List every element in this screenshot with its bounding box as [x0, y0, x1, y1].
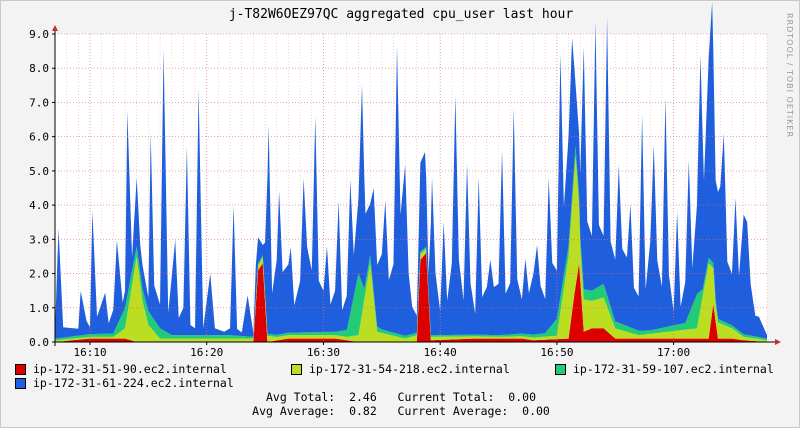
legend-label: ip-172-31-51-90.ec2.internal [33, 362, 227, 376]
x-tick-label: 16:10 [73, 346, 106, 359]
legend-swatch-61-224 [15, 377, 26, 389]
y-tick-label: 8.0 [29, 62, 49, 75]
legend-swatch-51-90 [15, 363, 26, 375]
x-tick-label: 16:40 [424, 346, 457, 359]
legend-item-61-224: ip-172-31-61-224.ec2.internal [15, 376, 234, 390]
legend-label: ip-172-31-61-224.ec2.internal [33, 376, 234, 390]
y-tick-label: 6.0 [29, 131, 49, 144]
y-tick-label: 0.0 [29, 336, 49, 349]
stats-total: Avg Total: 2.46 Current Total: 0.00 [265, 390, 537, 404]
legend-item-51-90: ip-172-31-51-90.ec2.internal [15, 362, 227, 376]
y-tick-label: 3.0 [29, 233, 49, 246]
y-tick-label: 2.0 [29, 268, 49, 281]
chart-title: j-T82W6OEZ97QC aggregated cpu_user last … [228, 7, 574, 22]
series-area [55, 1, 767, 339]
stats-average: Avg Average: 0.82 Current Average: 0.00 [252, 404, 550, 418]
legend-item-54-218: ip-172-31-54-218.ec2.internal [291, 362, 510, 376]
chart-svg: 0.0 1.0 2.0 3.0 4.0 5.0 6.0 7.0 8.0 9.0 16:10 16:20… [29, 1, 781, 359]
y-tick-label: 5.0 [29, 165, 49, 178]
x-tick-label: 16:50 [540, 346, 573, 359]
watermark: RRDTOOL / TOBI OETIKER [785, 13, 794, 139]
legend-swatch-54-218 [291, 363, 302, 375]
x-tick-label: 17:00 [657, 346, 690, 359]
legend-item-59-107: ip-172-31-59-107.ec2.internal [555, 362, 774, 376]
y-tick-label: 7.0 [29, 96, 49, 109]
x-axis-arrow [775, 339, 781, 345]
legend-swatch-59-107 [555, 363, 566, 375]
y-tick-label: 4.0 [29, 199, 49, 212]
x-tick-label: 16:30 [307, 346, 340, 359]
series-area [55, 146, 767, 341]
y-tick-label: 9.0 [29, 28, 49, 41]
y-tick-label: 1.0 [29, 302, 49, 315]
legend-label: ip-172-31-59-107.ec2.internal [573, 362, 774, 376]
legend-label: ip-172-31-54-218.ec2.internal [309, 362, 510, 376]
x-tick-label: 16:20 [190, 346, 223, 359]
y-axis-arrow [52, 25, 58, 31]
series-area [55, 156, 767, 342]
